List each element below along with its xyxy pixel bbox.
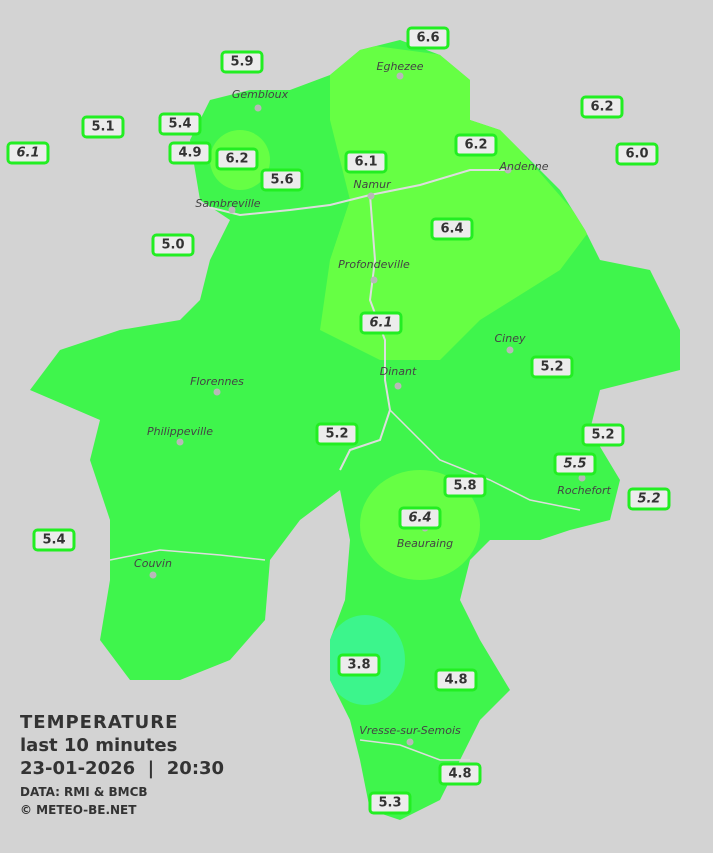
temperature-label: 6.1 bbox=[359, 311, 403, 335]
city-dot bbox=[396, 72, 404, 80]
city-dot bbox=[578, 474, 586, 482]
temperature-label: 6.2 bbox=[580, 95, 624, 119]
legend-title: TEMPERATURE bbox=[20, 712, 179, 733]
temperature-label: 6.2 bbox=[454, 133, 498, 157]
temperature-label: 6.4 bbox=[430, 217, 474, 241]
city-dot bbox=[370, 276, 378, 284]
temperature-label: 5.6 bbox=[260, 168, 304, 192]
river-lesse bbox=[389, 409, 581, 511]
temperature-label: 5.4 bbox=[158, 112, 202, 136]
river-couvin bbox=[109, 549, 266, 561]
temperature-label: 5.2 bbox=[315, 422, 359, 446]
city-couvin: Couvin bbox=[134, 557, 172, 570]
river-semois bbox=[359, 739, 470, 761]
city-dot bbox=[228, 206, 236, 214]
temperature-label: 5.0 bbox=[151, 233, 195, 257]
city-rochefort: Rochefort bbox=[557, 484, 611, 497]
legend-datetime: 23-01-2026 | 20:30 bbox=[20, 758, 225, 779]
city-profondeville: Profondeville bbox=[338, 258, 410, 271]
river-meuse bbox=[339, 194, 392, 471]
temperature-label: 5.1 bbox=[81, 115, 125, 139]
city-dot bbox=[506, 346, 514, 354]
temperature-label: 5.4 bbox=[32, 528, 76, 552]
city-dot bbox=[254, 104, 262, 112]
temperature-label: 5.2 bbox=[627, 487, 671, 511]
temperature-label: 3.8 bbox=[337, 653, 381, 677]
city-dot bbox=[394, 382, 402, 390]
temperature-label: 5.5 bbox=[553, 452, 597, 476]
city-vresse-sur-semois: Vresse-sur-Semois bbox=[359, 724, 461, 737]
temperature-label: 5.8 bbox=[443, 474, 487, 498]
city-andenne: Andenne bbox=[499, 160, 549, 173]
temperature-label: 6.1 bbox=[344, 150, 388, 174]
temperature-label: 5.2 bbox=[581, 423, 625, 447]
city-namur: Namur bbox=[353, 178, 391, 191]
temperature-label: 5.9 bbox=[220, 50, 264, 74]
temperature-label: 6.4 bbox=[398, 506, 442, 530]
temperature-label: 6.6 bbox=[406, 26, 450, 50]
city-dot bbox=[504, 166, 512, 174]
city-dot bbox=[406, 738, 414, 746]
temperature-label: 6.0 bbox=[615, 142, 659, 166]
city-florennes: Florennes bbox=[190, 375, 244, 388]
temperature-label: 5.2 bbox=[530, 355, 574, 379]
city-eghezee: Eghezee bbox=[376, 60, 424, 73]
map-legend: TEMPERATURE last 10 minutes 23-01-2026 |… bbox=[20, 712, 224, 817]
city-dot bbox=[176, 438, 184, 446]
river-sambre-meuse bbox=[199, 169, 510, 217]
temperature-label: 6.2 bbox=[215, 147, 259, 171]
temperature-label: 4.8 bbox=[434, 668, 478, 692]
legend-subtitle: last 10 minutes bbox=[20, 735, 178, 756]
temperature-label: 4.8 bbox=[438, 762, 482, 786]
temperature-label: 5.3 bbox=[368, 791, 412, 815]
city-beauraing: Beauraing bbox=[396, 537, 454, 550]
city-dot bbox=[367, 192, 375, 200]
legend-copyright: © METEO-BE.NET bbox=[20, 803, 137, 817]
city-dot bbox=[213, 388, 221, 396]
city-ciney: Ciney bbox=[494, 332, 526, 345]
city-sambreville: Sambreville bbox=[195, 197, 261, 210]
warm-zone-namur bbox=[320, 40, 590, 360]
city-dinant: Dinant bbox=[379, 365, 417, 378]
legend-source: DATA: RMI & BMCB bbox=[20, 785, 148, 799]
temperature-label: 4.9 bbox=[168, 141, 212, 165]
city-gembloux: Gembloux bbox=[231, 88, 289, 101]
city-dot bbox=[149, 571, 157, 579]
temperature-label: 6.1 bbox=[6, 141, 50, 165]
city-philippeville: Philippeville bbox=[147, 425, 213, 438]
